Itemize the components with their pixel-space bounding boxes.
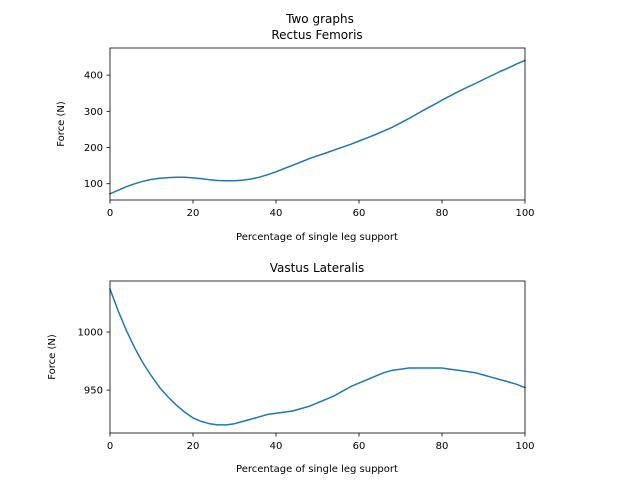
y-tick-label: 400 xyxy=(84,71,103,82)
axes-frame xyxy=(109,47,526,201)
y-tick-label: 300 xyxy=(84,107,103,118)
x-tick-label: 20 xyxy=(187,208,200,219)
x-tick-label: 40 xyxy=(270,441,283,452)
series-line xyxy=(109,288,526,426)
y-tick-label: 1000 xyxy=(78,328,103,339)
figure-suptitle: Two graphs xyxy=(285,12,354,26)
series-line xyxy=(109,59,526,195)
x-tick-label: 60 xyxy=(353,441,366,452)
x-tick-label: 80 xyxy=(436,208,449,219)
x-axis-label: Percentage of single leg support xyxy=(236,464,398,475)
plot-title: Rectus Femoris xyxy=(271,28,362,42)
y-axis-label: Force (N) xyxy=(47,334,58,380)
plot-title: Vastus Lateralis xyxy=(270,261,365,275)
x-axis-label: Percentage of single leg support xyxy=(236,232,398,243)
y-tick-label: 100 xyxy=(84,179,103,190)
x-tick-label: 40 xyxy=(270,208,283,219)
x-tick-label: 0 xyxy=(107,441,113,452)
x-tick-label: 0 xyxy=(107,208,113,219)
x-tick-label: 80 xyxy=(436,441,449,452)
axes-frame xyxy=(109,280,526,434)
subplot-vastus-lateralis: Vastus Lateralis 0 20 40 60 80 100 950 1000 Per… xyxy=(47,261,535,475)
x-tick-label: 20 xyxy=(187,441,200,452)
tick-marks: 0 20 40 60 80 100 100 200 300 400 xyxy=(84,71,535,219)
x-tick-label: 100 xyxy=(515,208,534,219)
subplot-rectus-femoris: Rectus Femoris 0 20 40 60 80 100100200300400 … xyxy=(56,28,535,243)
y-tick-label: 950 xyxy=(84,386,103,397)
x-tick-label: 100 xyxy=(515,441,534,452)
x-tick-label: 60 xyxy=(353,208,366,219)
y-tick-label: 200 xyxy=(84,143,103,154)
y-axis-label: Force (N) xyxy=(56,101,67,147)
tick-marks: 0 20 40 60 80 100 950 1000 xyxy=(78,328,535,452)
